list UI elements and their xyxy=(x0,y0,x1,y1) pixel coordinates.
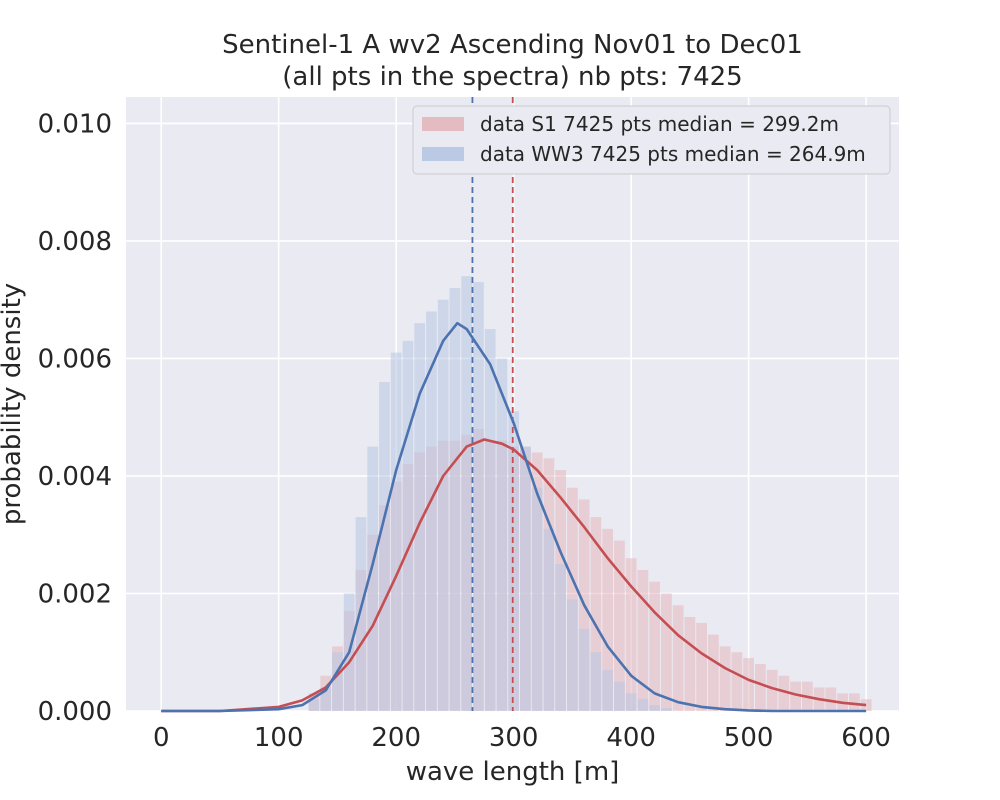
x-tick-label: 500 xyxy=(724,723,774,753)
histogram-bar-ww3 xyxy=(320,687,332,711)
histogram-bar-ww3 xyxy=(602,669,614,711)
y-axis-label: probability density xyxy=(0,283,27,525)
histogram-bar-ww3 xyxy=(414,323,426,711)
histogram-bar-s1 xyxy=(719,646,731,711)
fit-curve-s1 xyxy=(161,438,867,713)
histogram-bar-s1 xyxy=(661,593,672,711)
y-tick-label: 0.010 xyxy=(38,109,112,139)
histogram-bar-ww3 xyxy=(614,681,625,711)
histogram-bar-s1 xyxy=(602,528,614,711)
histogram-bar-s1 xyxy=(590,517,602,711)
histogram-bar-ww3 xyxy=(390,352,402,711)
legend: data S1 7425 pts median = 299.2m data WW… xyxy=(412,105,891,175)
chart-title: Sentinel-1 A wv2 Ascending Nov01 to Dec0… xyxy=(222,30,803,60)
histogram-bar-ww3 xyxy=(637,699,649,711)
y-tick-label: 0.008 xyxy=(38,227,112,257)
y-tick-label: 0.000 xyxy=(38,697,112,727)
histogram-bar-ww3 xyxy=(543,528,555,711)
histogram-bar-s1 xyxy=(731,652,743,711)
histogram-bar-ww3 xyxy=(578,628,590,711)
histogram-bar-ww3 xyxy=(461,276,473,711)
histogram-bar-s1 xyxy=(672,605,684,711)
fit-curve-ww3 xyxy=(161,321,867,713)
histogram-bar-ww3 xyxy=(473,282,484,711)
histogram-bar-s1 xyxy=(860,699,872,711)
histogram-bar-ww3 xyxy=(625,693,637,711)
histogram-bar-ww3 xyxy=(379,381,390,711)
y-tick-label: 0.002 xyxy=(38,579,112,609)
histogram-bar-s1 xyxy=(755,663,766,711)
legend-label-s1: data S1 7425 pts median = 299.2m xyxy=(480,112,839,136)
histogram-bar-ww3 xyxy=(531,487,543,711)
x-tick-label: 400 xyxy=(606,723,656,753)
histogram-bar-s1 xyxy=(766,669,778,711)
y-tick-label: 0.006 xyxy=(38,344,112,374)
x-tick-label: 600 xyxy=(841,723,891,753)
histogram-bar-s1 xyxy=(790,681,801,711)
legend-swatch-s1 xyxy=(422,117,464,131)
histogram-bar-ww3 xyxy=(449,287,461,711)
histogram-bar-ww3 xyxy=(437,299,449,711)
histogram-bar-ww3 xyxy=(661,708,672,711)
histogram-bar-ww3 xyxy=(567,599,578,711)
x-tick-label: 300 xyxy=(489,723,539,753)
histogram-bar-ww3 xyxy=(555,564,567,711)
histogram-bar-ww3 xyxy=(508,411,520,711)
histogram-bar-ww3 xyxy=(520,446,531,711)
histogram-bar-s1 xyxy=(684,616,696,711)
histogram-bar-ww3 xyxy=(308,699,320,711)
histogram-bar-ww3 xyxy=(426,311,437,711)
histogram-bar-s1 xyxy=(614,540,625,711)
legend-swatch-ww3 xyxy=(422,147,464,161)
x-tick-label: 200 xyxy=(371,723,421,753)
histogram-bar-ww3 xyxy=(332,652,343,711)
histogram-bar-ww3 xyxy=(484,329,496,711)
histogram-bar-s1 xyxy=(625,558,637,711)
histogram-bar-ww3 xyxy=(355,517,367,711)
histogram-bar-s1 xyxy=(649,581,661,711)
legend-label-ww3: data WW3 7425 pts median = 264.9m xyxy=(480,142,866,166)
histogram-bar-s1 xyxy=(848,693,860,711)
histogram-bar-s1 xyxy=(637,569,649,711)
histogram-bar-s1 xyxy=(778,675,790,711)
histogram-bar-ww3 xyxy=(367,446,379,711)
histogram-bar-ww3 xyxy=(649,705,661,711)
histogram-bar-s1 xyxy=(696,622,708,711)
y-tick-label: 0.004 xyxy=(38,462,112,492)
histogram-bar-s1 xyxy=(708,634,719,711)
histogram-bar-s1 xyxy=(743,658,755,711)
histogram-bar-s1 xyxy=(825,687,837,711)
chart-subtitle: (all pts in the spectra) nb pts: 7425 xyxy=(282,62,743,92)
legend-box xyxy=(412,105,891,175)
x-axis-label: wave length [m] xyxy=(406,757,620,787)
x-tick-label: 100 xyxy=(254,723,304,753)
histogram-bar-ww3 xyxy=(402,340,414,711)
histogram-bar-ww3 xyxy=(496,358,508,711)
x-tick-label: 0 xyxy=(153,723,170,753)
histogram-bar-ww3 xyxy=(590,652,602,711)
